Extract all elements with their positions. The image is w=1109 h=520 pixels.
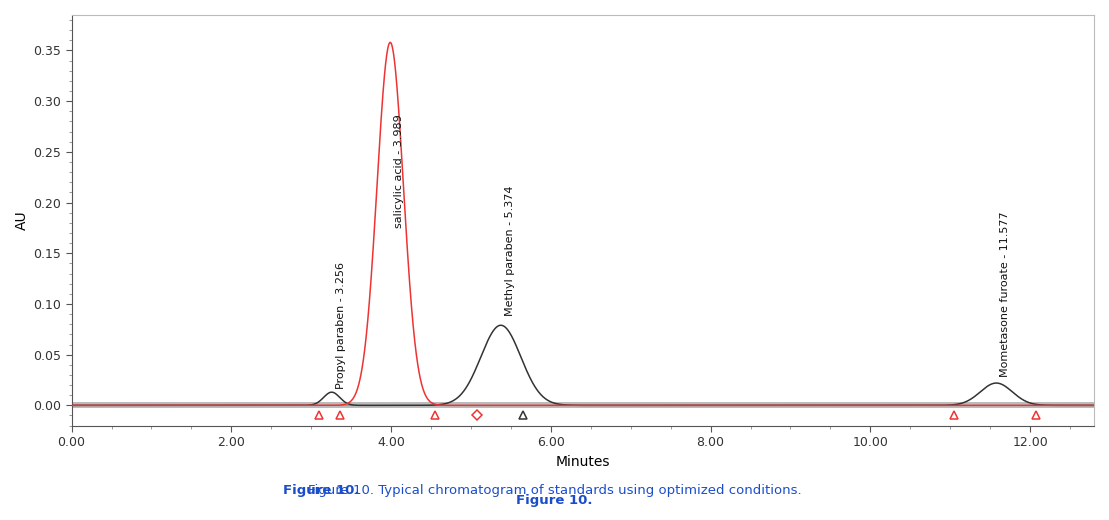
Text: Propyl paraben - 3.256: Propyl paraben - 3.256 <box>336 262 346 389</box>
Bar <box>72 402 1093 408</box>
Text: Figure 10. Typical chromatogram of standards using optimized conditions.: Figure 10. Typical chromatogram of stand… <box>307 484 802 497</box>
Text: Figure 10.: Figure 10. <box>517 494 592 507</box>
Text: Mometasone furoate - 11.577: Mometasone furoate - 11.577 <box>1000 211 1010 377</box>
X-axis label: Minutes: Minutes <box>556 454 610 469</box>
Y-axis label: AU: AU <box>16 211 29 230</box>
Text: Methyl paraben - 5.374: Methyl paraben - 5.374 <box>505 186 515 316</box>
Text: Figure 10.: Figure 10. <box>283 484 359 497</box>
Text: salicylic acid - 3.989: salicylic acid - 3.989 <box>394 114 404 228</box>
